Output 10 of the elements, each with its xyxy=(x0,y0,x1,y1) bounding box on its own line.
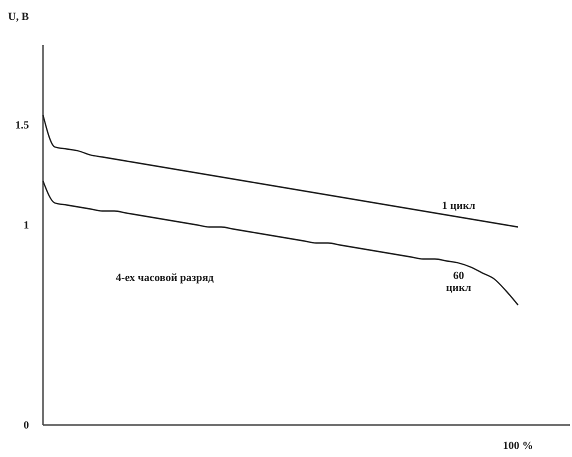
y-tick-label: 1 xyxy=(24,220,29,232)
text: 100 % xyxy=(502,440,534,452)
y-tick-label: 1.5 xyxy=(15,120,30,132)
series-label: 1 цикл xyxy=(442,200,476,212)
y-axis-title: U, В xyxy=(8,11,30,23)
annotation: 4-ех часовой разряд xyxy=(116,272,214,284)
series-label: 60 цикл xyxy=(446,270,472,294)
y-tick-label: 0 xyxy=(24,420,30,432)
line-series xyxy=(42,180,519,306)
line-series xyxy=(42,114,519,228)
